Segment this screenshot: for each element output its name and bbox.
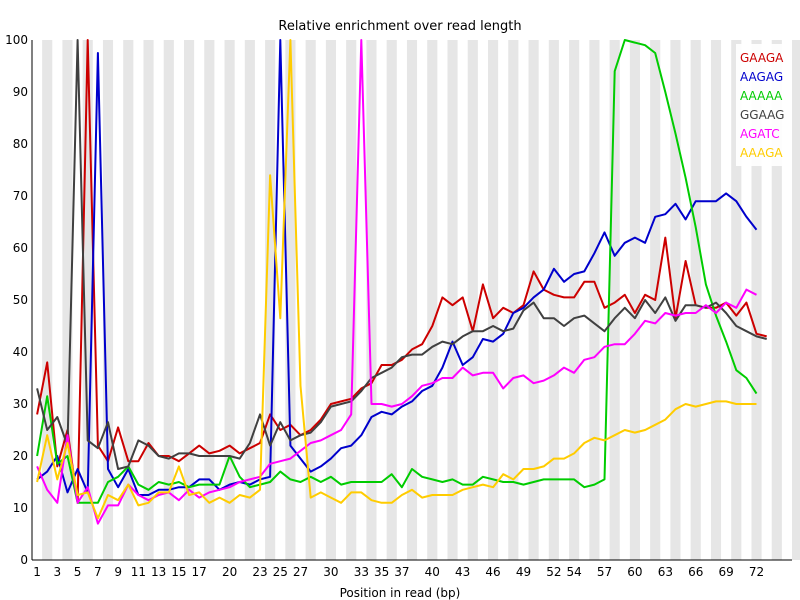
y-tick-label: 60 xyxy=(13,241,28,255)
x-tick-label: 49 xyxy=(516,565,531,579)
grid-band xyxy=(771,40,782,560)
x-axis-label: Position in read (bp) xyxy=(340,586,461,600)
grid-band xyxy=(488,40,499,560)
x-tick-label: 7 xyxy=(94,565,102,579)
x-tick-label: 54 xyxy=(566,565,581,579)
grid-band xyxy=(244,40,255,560)
grid-band xyxy=(62,40,73,560)
legend-entry: GGAAG xyxy=(740,108,784,122)
background-bands xyxy=(42,40,800,560)
series-lines xyxy=(36,39,767,525)
x-tick-label: 9 xyxy=(114,565,122,579)
grid-band xyxy=(184,40,195,560)
x-tick-label: 25 xyxy=(273,565,288,579)
series-line-aaaga xyxy=(36,39,757,520)
grid-band xyxy=(609,40,620,560)
grid-band xyxy=(224,40,235,560)
grid-band xyxy=(366,40,377,560)
grid-band xyxy=(386,40,397,560)
x-tick-label: 60 xyxy=(627,565,642,579)
x-tick-label: 37 xyxy=(394,565,409,579)
x-tick-label: 57 xyxy=(597,565,612,579)
grid-band xyxy=(528,40,539,560)
x-tick-label: 35 xyxy=(374,565,389,579)
x-tick-label: 15 xyxy=(171,565,186,579)
y-tick-label: 30 xyxy=(13,397,28,411)
grid-band xyxy=(285,40,296,560)
x-tick-label: 52 xyxy=(546,565,561,579)
x-tick-label: 66 xyxy=(688,565,703,579)
y-tick-label: 40 xyxy=(13,345,28,359)
legend-entry: GAAGA xyxy=(740,51,784,65)
x-tick-label: 43 xyxy=(455,565,470,579)
legend: GAAGA AAGAG AAAAA GGAAG AGATC AAAGA xyxy=(736,44,790,166)
y-tick-label: 10 xyxy=(13,501,28,515)
x-tick-label: 40 xyxy=(425,565,440,579)
grid-band xyxy=(710,40,722,560)
grid-band xyxy=(589,40,600,560)
x-ticks: 1 3 5 7 9 11 13 15 17 20 23 25 27 30 33 35 37 40 43 46 49 52 5… xyxy=(33,565,764,579)
grid-band xyxy=(265,40,276,560)
grid-band xyxy=(731,40,742,560)
grid-band xyxy=(346,40,357,560)
x-tick-label: 46 xyxy=(485,565,500,579)
x-tick-label: 33 xyxy=(354,565,369,579)
legend-entry: AAAAA xyxy=(740,89,783,103)
grid-band xyxy=(751,40,762,560)
y-tick-label: 50 xyxy=(13,293,28,307)
grid-band xyxy=(305,40,316,560)
y-tick-label: 100 xyxy=(5,33,28,47)
grid-band xyxy=(163,40,174,560)
grid-band xyxy=(548,40,559,560)
grid-band xyxy=(427,40,438,560)
series-line-aagag xyxy=(36,39,758,496)
grid-band xyxy=(447,40,458,560)
axes xyxy=(31,40,792,561)
legend-box xyxy=(736,44,790,166)
grid-band xyxy=(82,40,93,560)
legend-entry: AAGAG xyxy=(740,70,783,84)
x-tick-label: 27 xyxy=(293,565,308,579)
y-tick-label: 20 xyxy=(13,449,28,463)
x-tick-label: 11 xyxy=(131,565,146,579)
grid-band xyxy=(325,40,336,560)
y-ticks: 0 10 20 30 40 50 60 70 80 90 100 xyxy=(5,33,28,567)
x-tick-label: 3 xyxy=(54,565,62,579)
x-tick-label: 30 xyxy=(323,565,338,579)
grid-band xyxy=(406,40,418,560)
x-tick-label: 13 xyxy=(151,565,166,579)
y-tick-label: 0 xyxy=(20,553,28,567)
legend-entry: AGATC xyxy=(740,127,780,141)
x-tick-label: 69 xyxy=(718,565,733,579)
grid-band xyxy=(690,40,701,560)
y-tick-label: 80 xyxy=(13,137,28,151)
y-tick-label: 70 xyxy=(13,189,28,203)
grid-band xyxy=(792,40,800,560)
x-tick-label: 72 xyxy=(749,565,764,579)
series-line-ggaag xyxy=(36,39,767,470)
y-tick-label: 90 xyxy=(13,85,28,99)
x-tick-label: 1 xyxy=(33,565,41,579)
grid-band xyxy=(102,40,114,560)
grid-band xyxy=(467,40,478,560)
grid-band xyxy=(42,40,53,560)
x-tick-label: 17 xyxy=(192,565,207,579)
grid-band xyxy=(629,40,640,560)
series-line-agatc xyxy=(36,39,757,525)
x-tick-label: 23 xyxy=(252,565,267,579)
chart-title: Relative enrichment over read length xyxy=(278,19,521,34)
series-line-aaaaa xyxy=(36,39,758,504)
grid-band xyxy=(508,40,519,560)
grid-band xyxy=(204,40,215,560)
grid-band xyxy=(670,40,681,560)
x-tick-label: 5 xyxy=(74,565,82,579)
grid-band xyxy=(143,40,154,560)
x-tick-label: 63 xyxy=(658,565,673,579)
legend-entry: AAAGA xyxy=(740,146,783,160)
grid-band xyxy=(569,40,580,560)
x-tick-label: 20 xyxy=(222,565,237,579)
grid-band xyxy=(123,40,134,560)
